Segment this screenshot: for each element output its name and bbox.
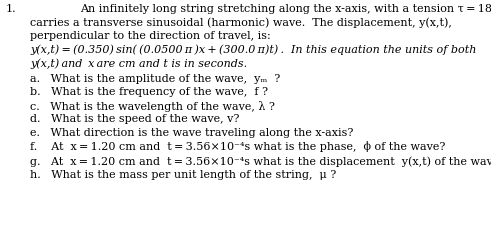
Text: 1.: 1. xyxy=(6,4,17,14)
Text: h.   What is the mass per unit length of the string,  μ ?: h. What is the mass per unit length of t… xyxy=(30,169,336,179)
Text: g.   At  x = 1.20 cm and  t = 3.56×10⁻⁴s what is the displacement  y(x,t) of the: g. At x = 1.20 cm and t = 3.56×10⁻⁴s wha… xyxy=(30,156,491,166)
Text: e.   What direction is the wave traveling along the x-axis?: e. What direction is the wave traveling … xyxy=(30,127,354,137)
Text: f.    At  x = 1.20 cm and  t = 3.56×10⁻⁴s what is the phase,  ϕ of the wave?: f. At x = 1.20 cm and t = 3.56×10⁻⁴s wha… xyxy=(30,140,445,151)
Text: carries a transverse sinusoidal (harmonic) wave.  The displacement, y(x,t),: carries a transverse sinusoidal (harmoni… xyxy=(30,17,452,28)
Text: An infinitely long string stretching along the x-axis, with a tension τ = 18.0N : An infinitely long string stretching alo… xyxy=(80,4,491,14)
Text: d.   What is the speed of the wave, v?: d. What is the speed of the wave, v? xyxy=(30,114,240,123)
Text: b.   What is the frequency of the wave,  f ?: b. What is the frequency of the wave, f … xyxy=(30,87,268,97)
Text: c.   What is the wavelength of the wave, λ ?: c. What is the wavelength of the wave, λ… xyxy=(30,100,275,111)
Text: a.   What is the amplitude of the wave,  yₘ  ?: a. What is the amplitude of the wave, yₘ… xyxy=(30,73,280,83)
Text: y(x,t) = (0.350) sin( (0.0500 π )x + (300.0 π)t) .  In this equation the units o: y(x,t) = (0.350) sin( (0.0500 π )x + (30… xyxy=(30,44,476,55)
Text: perpendicular to the direction of travel, is:: perpendicular to the direction of travel… xyxy=(30,31,271,41)
Text: y(x,t) and  x are cm and t is in seconds.: y(x,t) and x are cm and t is in seconds. xyxy=(30,58,247,68)
